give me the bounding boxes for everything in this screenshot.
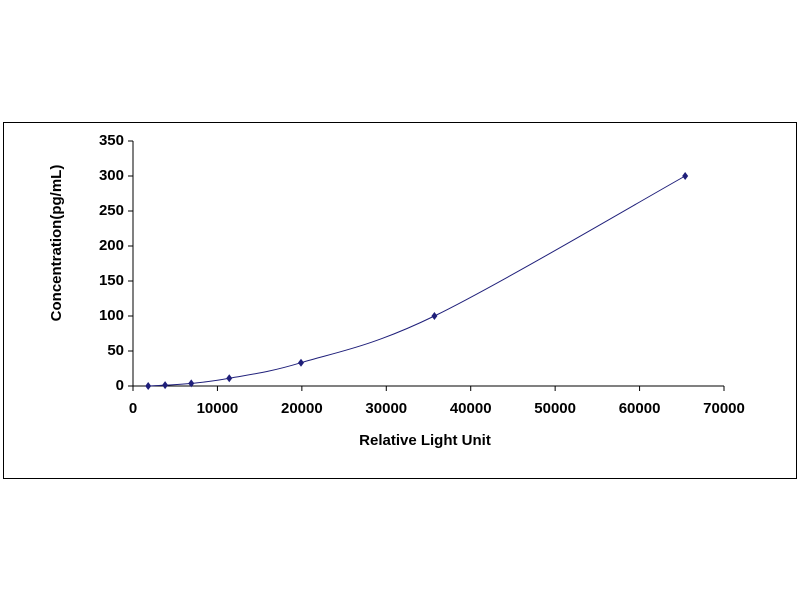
y-tick-label: 200	[99, 237, 124, 254]
y-tick-label: 100	[99, 307, 124, 324]
point	[431, 312, 438, 320]
point	[145, 382, 152, 390]
y-tick-label: 300	[99, 167, 124, 184]
x-tick-label: 10000	[197, 400, 239, 417]
x-axis-label: Relative Light Unit	[359, 432, 491, 449]
y-axis-label: Concentration(pg/mL)	[48, 165, 65, 322]
y-tick-label: 250	[99, 202, 124, 219]
point	[226, 374, 233, 383]
y-tick-label: 150	[99, 272, 124, 289]
point	[162, 381, 169, 390]
x-tick-label: 40000	[450, 400, 492, 417]
x-tick-label: 70000	[703, 400, 745, 417]
y-tick-label: 0	[116, 377, 124, 394]
x-tick-label: 20000	[281, 400, 323, 417]
curve	[148, 175, 686, 387]
point	[188, 379, 195, 388]
x-tick-label: 30000	[365, 400, 407, 417]
x-tick-label: 0	[129, 400, 137, 417]
x-tick-label: 50000	[534, 400, 576, 417]
y-tick-label: 50	[107, 342, 124, 359]
y-tick-label: 350	[99, 132, 124, 149]
point	[298, 358, 305, 367]
x-tick-label: 60000	[619, 400, 661, 417]
chart-frame	[3, 122, 797, 479]
point	[682, 172, 689, 180]
